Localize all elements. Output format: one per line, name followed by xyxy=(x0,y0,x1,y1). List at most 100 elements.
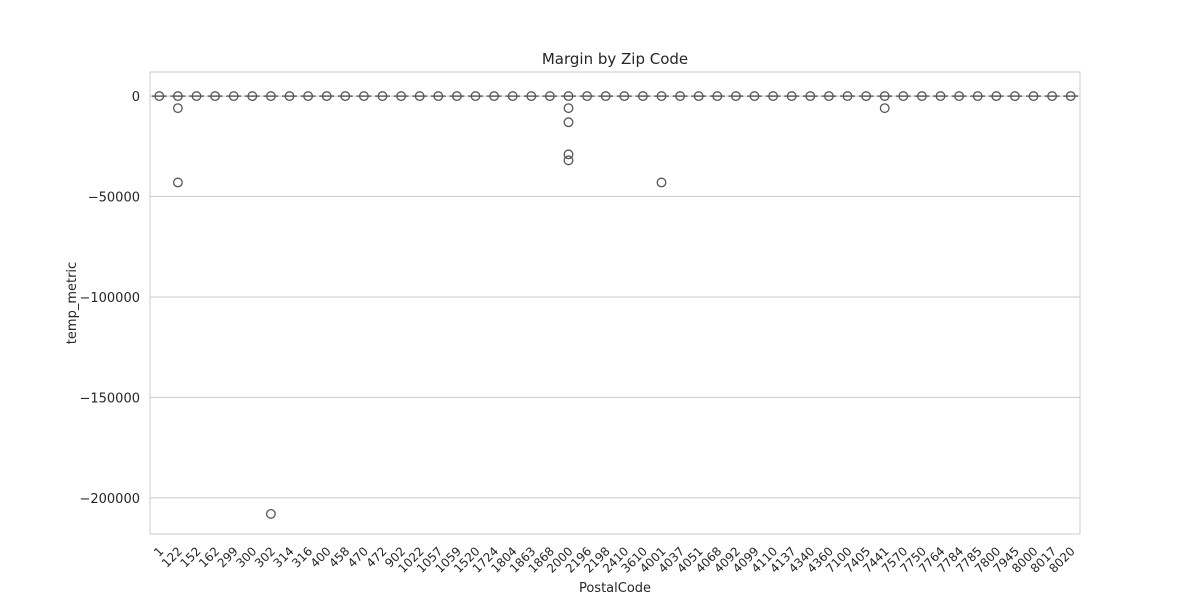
outlier-point xyxy=(172,177,183,188)
box-near-zero-point xyxy=(749,91,760,102)
box-near-zero-point xyxy=(730,91,741,102)
box-7800 xyxy=(988,91,1004,102)
chart-title: Margin by Zip Code xyxy=(542,50,688,68)
box-near-zero-point xyxy=(935,91,946,102)
box-near-zero-point xyxy=(544,91,555,102)
box-near-zero-point xyxy=(247,91,258,102)
box-8017 xyxy=(1044,91,1060,102)
outlier-point xyxy=(563,103,574,114)
box-near-zero-point xyxy=(358,91,369,102)
box-near-zero-point xyxy=(1009,91,1020,102)
box-4099 xyxy=(747,91,762,102)
box-near-zero-point xyxy=(321,91,332,102)
box-near-zero-point xyxy=(172,91,183,102)
box-near-zero-point xyxy=(991,91,1002,102)
box-near-zero-point xyxy=(768,91,779,102)
box-7405 xyxy=(858,91,874,102)
box-1868 xyxy=(542,91,558,102)
box-near-zero-point xyxy=(972,91,983,102)
box-2410 xyxy=(616,91,632,102)
box-near-zero-point xyxy=(786,91,797,102)
box-near-zero-point xyxy=(600,91,611,102)
box-near-zero-point xyxy=(842,91,853,102)
box-3610 xyxy=(635,91,651,102)
box-near-zero-point xyxy=(805,91,816,102)
box-7570 xyxy=(895,91,911,102)
box-near-zero-point xyxy=(228,91,239,102)
box-near-zero-point xyxy=(210,91,221,102)
box-1520 xyxy=(468,91,483,102)
box-near-zero-point xyxy=(526,91,537,102)
box-1057 xyxy=(430,91,446,102)
box-300 xyxy=(244,91,260,102)
box-302 xyxy=(263,91,279,102)
box-4360 xyxy=(821,91,837,102)
box-316 xyxy=(300,91,316,102)
box-7764 xyxy=(933,91,948,102)
box-8020 xyxy=(1063,91,1079,102)
box-470 xyxy=(356,91,372,102)
outlier-point xyxy=(265,508,276,519)
box-marks xyxy=(151,91,1079,519)
box-near-zero-point xyxy=(340,91,351,102)
box-near-zero-point xyxy=(861,91,872,102)
box-near-zero-point xyxy=(693,91,704,102)
box-4110 xyxy=(765,91,781,102)
box-7441 xyxy=(877,91,893,102)
box-7784 xyxy=(951,91,967,102)
box-near-zero-point xyxy=(619,91,630,102)
box-1863 xyxy=(523,91,539,102)
box-near-zero-point xyxy=(656,91,667,102)
box-2198 xyxy=(598,91,614,102)
box-4051 xyxy=(691,91,707,102)
box-4137 xyxy=(784,91,800,102)
y-tick-label: −100000 xyxy=(79,291,140,306)
box-near-zero-point xyxy=(191,91,202,102)
box-4092 xyxy=(728,91,744,102)
box-2000 xyxy=(561,91,576,102)
box-near-zero-point xyxy=(377,91,388,102)
y-tick-label: −150000 xyxy=(79,391,140,406)
box-7750 xyxy=(914,91,930,102)
box-1 xyxy=(151,91,167,102)
y-tick-labels: 0 −50000 −100000 −150000 −200000 xyxy=(79,90,140,507)
box-8000 xyxy=(1026,91,1041,102)
box-7100 xyxy=(840,91,855,102)
box-near-zero-point xyxy=(823,91,834,102)
box-near-zero-point xyxy=(916,91,927,102)
box-122 xyxy=(170,91,186,102)
box-299 xyxy=(226,91,242,102)
box-902 xyxy=(393,91,409,102)
box-162 xyxy=(207,91,223,102)
box-near-zero-point xyxy=(1028,91,1039,102)
box-4037 xyxy=(672,91,688,102)
box-near-zero-point xyxy=(637,91,648,102)
box-near-zero-point xyxy=(154,91,165,102)
box-near-zero-point xyxy=(433,91,444,102)
box-2196 xyxy=(579,91,595,102)
box-near-zero-point xyxy=(396,91,407,102)
box-near-zero-point xyxy=(284,91,295,102)
box-1059 xyxy=(449,91,465,102)
box-near-zero-point xyxy=(470,91,481,102)
box-near-zero-point xyxy=(712,91,723,102)
outlier-point xyxy=(563,117,574,128)
box-near-zero-point xyxy=(1047,91,1058,102)
y-tick-label: −50000 xyxy=(88,191,140,206)
box-near-zero-point xyxy=(879,91,890,102)
box-7785 xyxy=(970,91,986,102)
box-4068 xyxy=(709,91,725,102)
y-tick-label: 0 xyxy=(132,90,140,105)
outlier-point xyxy=(563,149,574,160)
box-near-zero-point xyxy=(507,91,518,102)
y-axis-label: temp_metric xyxy=(65,262,80,344)
box-1022 xyxy=(412,91,428,102)
box-near-zero-point xyxy=(303,91,314,102)
box-near-zero-point xyxy=(563,91,574,102)
x-tick-labels: 1122152162299300302314316400458470472902… xyxy=(151,544,1078,575)
box-near-zero-point xyxy=(414,91,425,102)
box-1724 xyxy=(486,91,502,102)
box-152 xyxy=(189,91,204,102)
